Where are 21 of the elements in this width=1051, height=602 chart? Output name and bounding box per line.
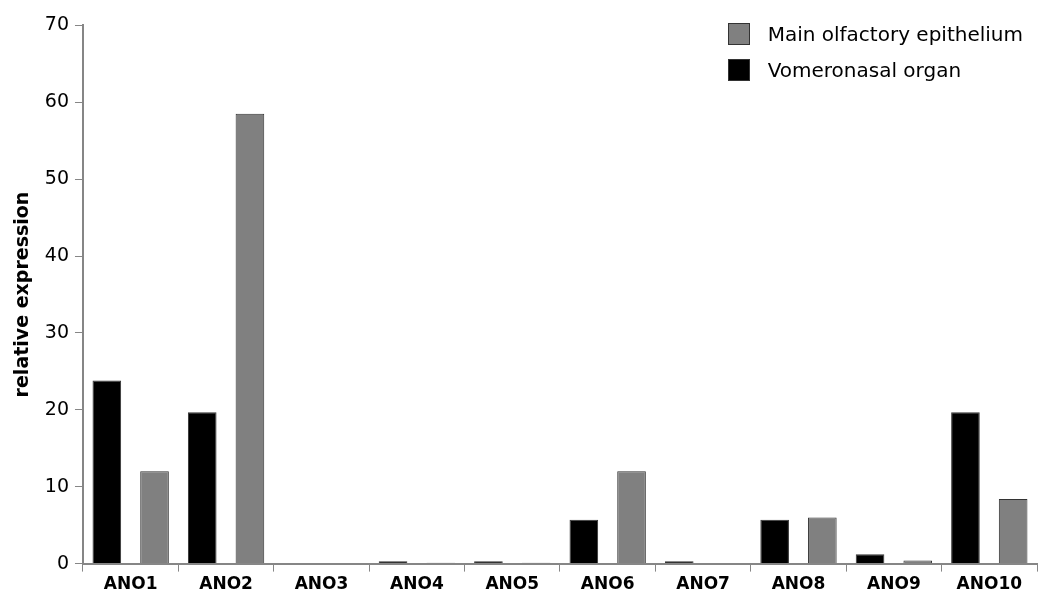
- y-tick-label: 0: [56, 550, 69, 573]
- legend-label: Vomeronasal organ: [767, 58, 962, 82]
- x-tick-label: ANO5: [485, 573, 540, 594]
- x-tick-label: ANO2: [199, 573, 253, 594]
- y-axis-title: relative expression: [10, 191, 33, 398]
- x-tick-label: ANO3: [294, 573, 349, 594]
- x-tick-label: ANO1: [103, 573, 158, 594]
- legend-label: Main olfactory epithelium: [767, 22, 1023, 46]
- y-tick-label: 70: [44, 12, 69, 35]
- x-tick-label: ANO8: [771, 573, 826, 594]
- x-tick-label: ANO9: [867, 573, 921, 594]
- y-tick-label: 40: [44, 242, 69, 265]
- x-tick-label: ANO6: [580, 573, 635, 594]
- x-tick-label: ANO10: [956, 573, 1023, 594]
- y-tick-label: 20: [44, 396, 69, 419]
- y-tick-label: 50: [44, 166, 69, 189]
- x-tick-label: ANO4: [390, 573, 444, 594]
- y-tick-label: 30: [44, 319, 69, 342]
- x-tick-label: ANO7: [676, 573, 730, 594]
- y-tick-label: 60: [44, 89, 69, 112]
- y-tick-label: 10: [44, 473, 69, 496]
